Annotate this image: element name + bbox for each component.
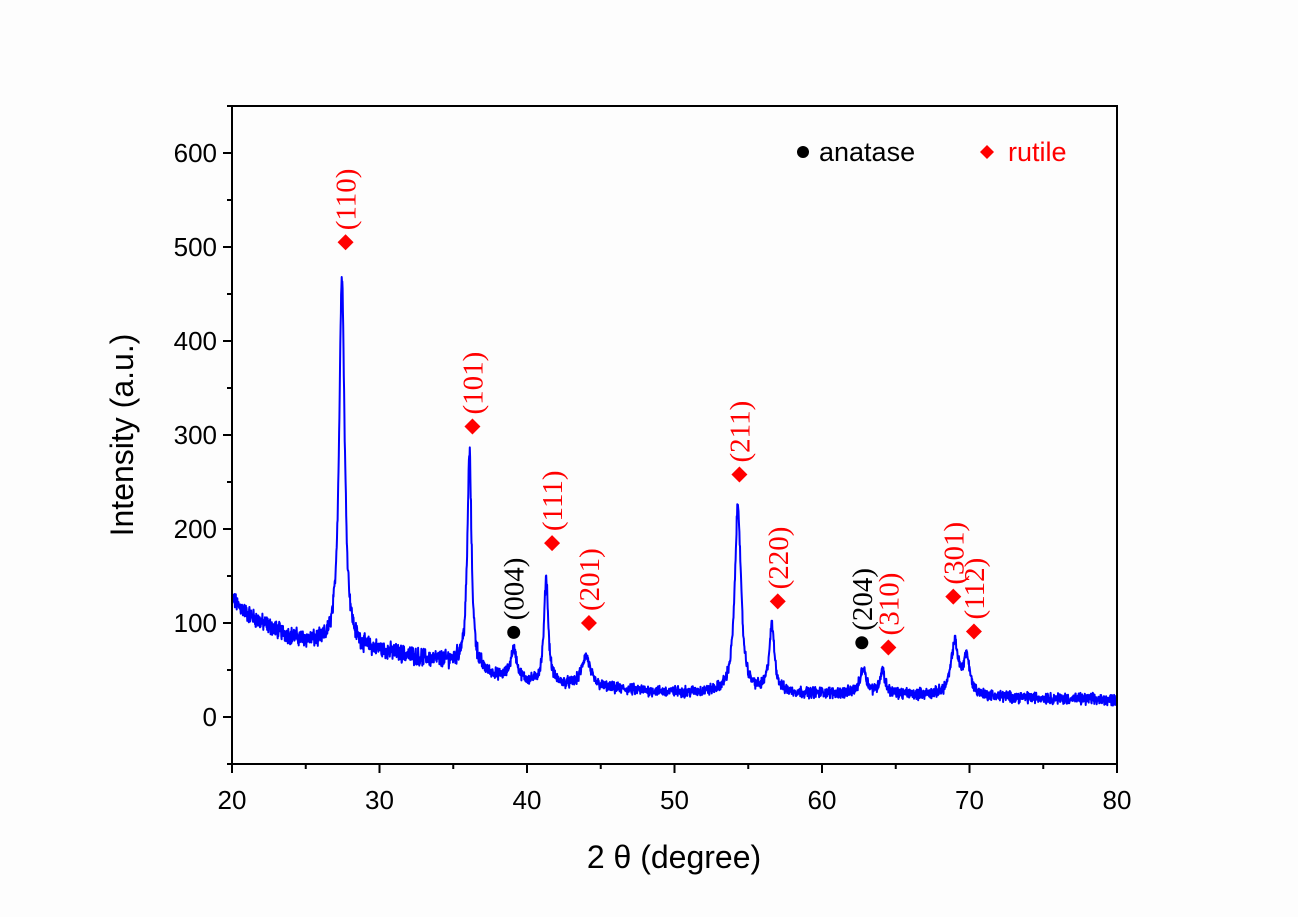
y-tick-label: 100 (174, 608, 217, 638)
curve-layer (231, 276, 1118, 707)
rutile-marker (769, 593, 786, 610)
peak-label: (301) (938, 522, 970, 585)
legend-rutile-marker (980, 145, 994, 159)
y-tick-label: 200 (174, 514, 217, 544)
rutile-marker (880, 639, 897, 656)
x-tick-label: 80 (1103, 785, 1132, 815)
rutile-marker (965, 623, 982, 640)
rutile-marker (580, 615, 597, 631)
rutile-marker (731, 466, 748, 483)
x-axis-label: 2 θ (degree) (587, 839, 761, 875)
rutile-marker (544, 535, 561, 552)
x-tick-label: 60 (808, 785, 837, 815)
axes-layer: 20 30 40 50 60 70 80 0 100 200 300 400 500 600 (174, 105, 1132, 815)
annotations-layer: (110) (101) (004)(111)(201) (211) (220) (204)… (331, 169, 991, 656)
peak-label: (004) (499, 558, 531, 621)
x-tick-label: 30 (365, 785, 394, 815)
legend-anatase-marker (797, 146, 809, 158)
peak-label: (110) (331, 169, 363, 231)
peak-label: (111) (537, 470, 569, 531)
xrd-series-line (231, 276, 1118, 707)
y-tick-label: 600 (174, 138, 217, 168)
legend-anatase-label: anatase (819, 137, 915, 167)
peak-label: (101) (457, 352, 489, 415)
y-tick-label: 0 (203, 702, 217, 732)
rutile-marker (464, 418, 481, 435)
peak-label: (201) (574, 548, 606, 611)
peak-label: (204) (847, 568, 879, 631)
y-axis-label: Intensity (a.u.) (104, 334, 140, 537)
y-tick-label: 500 (174, 232, 217, 262)
x-tick-label: 50 (660, 785, 689, 815)
anatase-marker (507, 625, 521, 639)
plot-frame (231, 105, 1118, 765)
peak-label: (220) (763, 527, 795, 590)
peak-label: (112) (959, 558, 991, 620)
legend: anatase rutile (797, 137, 1067, 167)
peak-label: (310) (873, 573, 905, 636)
rutile-marker (337, 234, 354, 251)
y-tick-label: 300 (174, 420, 217, 450)
peak-label: (211) (724, 401, 756, 463)
rutile-marker (945, 588, 962, 605)
legend-rutile-label: rutile (1008, 137, 1067, 167)
y-tick-label: 400 (174, 326, 217, 356)
x-tick-label: 40 (513, 785, 542, 815)
x-tick-label: 20 (218, 785, 247, 815)
anatase-marker (855, 636, 869, 650)
x-tick-label: 70 (955, 785, 984, 815)
